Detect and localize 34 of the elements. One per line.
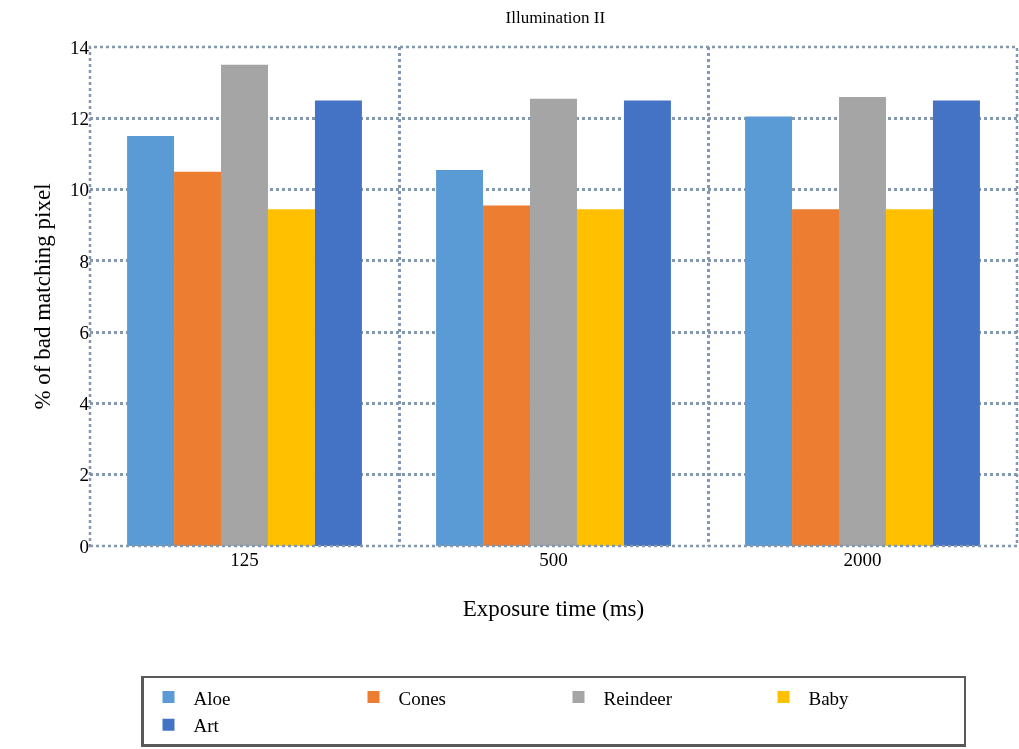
x-axis-title: Exposure time (ms): [462, 595, 645, 621]
y-tick-label: 14: [70, 36, 90, 58]
y-tick-label: 6: [79, 321, 89, 343]
bar: [792, 209, 840, 546]
bar: [576, 209, 624, 546]
bar: [314, 100, 362, 546]
legend-label: Art: [193, 715, 220, 737]
y-tick-label: 2: [79, 464, 89, 486]
bar: [885, 209, 933, 546]
legend-label: Reindeer: [603, 687, 673, 709]
legend-label: Baby: [808, 687, 850, 709]
bar: [127, 136, 175, 546]
bar: [745, 116, 793, 546]
chart-title: Illumination II: [505, 8, 606, 28]
bar: [623, 100, 671, 546]
bar: [839, 96, 886, 546]
bar: [436, 169, 484, 546]
y-tick-label: 8: [79, 250, 89, 272]
legend-label: Cones: [398, 687, 446, 709]
x-tick-label: 125: [230, 549, 259, 570]
bar: [483, 205, 531, 546]
y-axis-title: % of bad matching pixel: [30, 183, 56, 410]
legend-label: Aloe: [193, 687, 231, 709]
bar: [267, 209, 315, 546]
bar: [530, 98, 577, 546]
x-tick-label: 500: [539, 549, 568, 570]
y-tick-label: 10: [70, 179, 89, 201]
bar: [932, 100, 980, 546]
bar: [221, 64, 268, 546]
y-tick-label: 0: [79, 535, 89, 557]
y-tick-label: 12: [70, 107, 89, 129]
x-tick-label: 2000: [843, 549, 882, 570]
y-tick-label: 4: [79, 393, 90, 415]
bar: [174, 171, 222, 546]
